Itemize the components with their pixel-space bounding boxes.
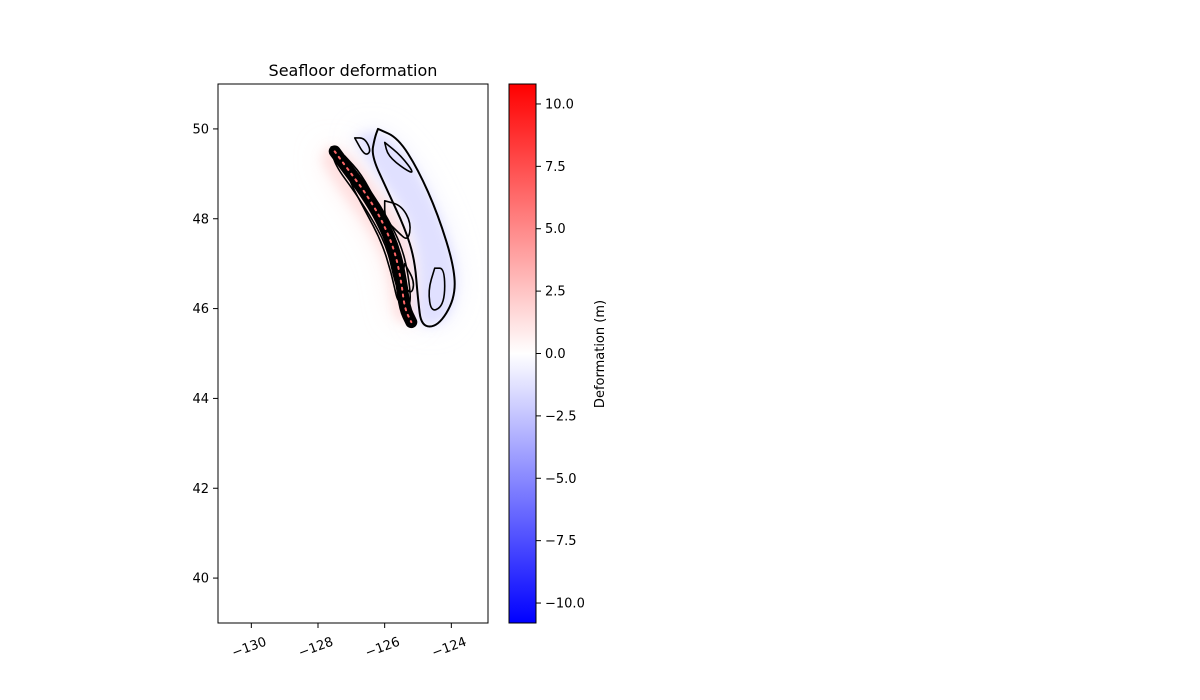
colorbar-tick-label: 7.5 (545, 160, 566, 175)
y-axis: 40 42 44 46 48 50 (192, 122, 218, 587)
y-tick-label: 40 (192, 572, 209, 587)
colorbar-ticks: 10.0 7.5 5.0 2.5 0.0 −2.5 −5.0 −7.5 −10.0 (536, 97, 585, 612)
colorbar-label: Deformation (m) (593, 300, 608, 408)
colorbar-tick-label: 5.0 (545, 222, 566, 237)
y-tick-label: 46 (192, 302, 209, 317)
colorbar-tick-label: 2.5 (545, 285, 566, 300)
y-tick-label: 48 (192, 212, 209, 227)
plot-frame (217, 83, 489, 624)
contour-zero-0 (371, 127, 456, 328)
contour-negative-1 (383, 141, 413, 173)
colorbar-tick-label: 0.0 (545, 347, 566, 362)
colorbar-gradient (509, 84, 536, 623)
fault-trace-core (333, 150, 413, 324)
x-tick-label: −130 (230, 635, 269, 661)
x-tick-label: −124 (430, 635, 469, 661)
plot-area (217, 83, 489, 624)
colorbar-tick-label: −2.5 (545, 409, 577, 424)
contour-negative-2 (428, 267, 446, 311)
contour-positive-5 (383, 200, 411, 239)
x-tick-label: −128 (297, 635, 336, 661)
colorbar-tick-label: −10.0 (545, 597, 585, 612)
region-subsidence (354, 132, 456, 325)
y-tick-label: 50 (192, 122, 209, 137)
colorbar-tick-label: 10.0 (545, 97, 574, 112)
chart-title: Seafloor deformation (269, 61, 438, 80)
region-uplift (321, 146, 418, 323)
x-tick-label: −126 (363, 635, 402, 661)
colorbar-tick-label: −5.0 (545, 472, 577, 487)
colorbar: 10.0 7.5 5.0 2.5 0.0 −2.5 −5.0 −7.5 −10.0 Deform… (508, 83, 608, 624)
y-tick-label: 44 (192, 392, 209, 407)
x-axis: −130 −128 −126 −124 (230, 623, 469, 661)
contour-lines (328, 127, 456, 329)
colorbar-tick-label: −7.5 (545, 534, 577, 549)
deformation-field (321, 132, 456, 325)
y-tick-label: 42 (192, 482, 209, 497)
contour-negative-3 (353, 137, 371, 155)
